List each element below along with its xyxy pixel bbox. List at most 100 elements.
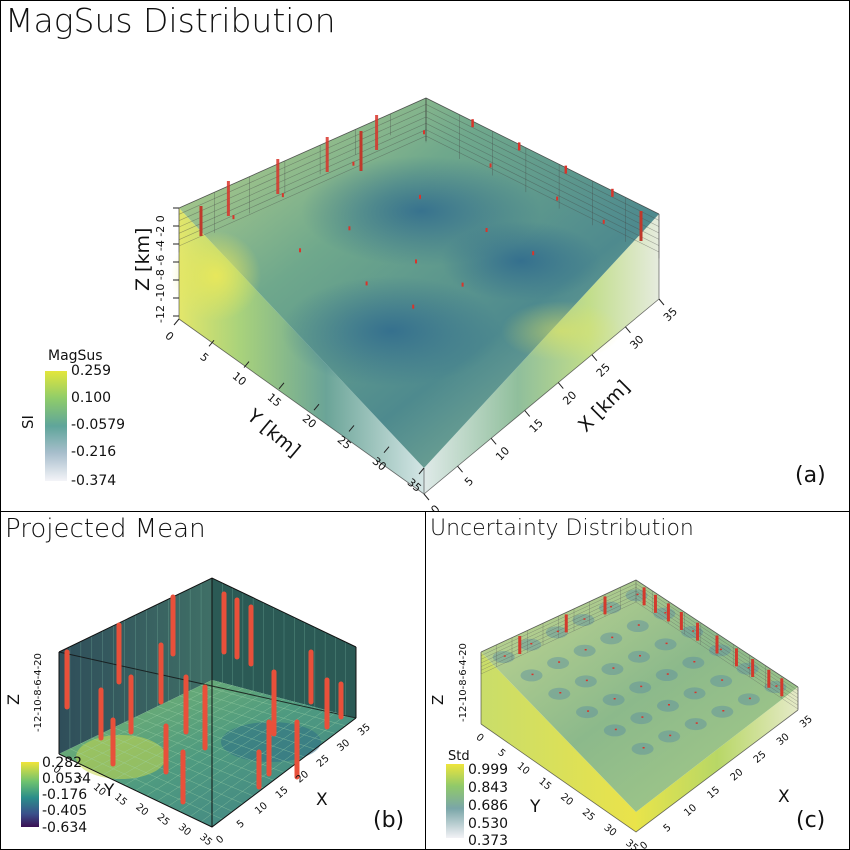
x-tick-label: 15 <box>527 416 546 435</box>
grid-line <box>146 701 295 796</box>
panel-label: (c) <box>796 808 826 833</box>
x-axis-label: X <box>316 790 328 810</box>
y-tick-label: 15 <box>265 391 284 410</box>
y-tick <box>313 403 320 411</box>
grid-line <box>135 698 285 791</box>
floor-projection <box>59 680 356 827</box>
boreholes <box>199 115 643 309</box>
colorbar-tick: 0.843 <box>468 780 508 796</box>
low-std-spot <box>683 687 706 700</box>
boreholes <box>503 587 784 749</box>
low-std-spot <box>601 663 624 676</box>
low-std-spot <box>603 724 626 737</box>
volume-top-face <box>481 580 798 812</box>
colorbar-tick: 0.530 <box>468 816 508 832</box>
low-std-spot <box>600 632 623 645</box>
low-std-spot <box>656 699 679 712</box>
y-tick-label: 25 <box>580 807 597 824</box>
low-std-spot <box>682 656 705 669</box>
grid-line <box>157 706 305 758</box>
low-std-spot <box>684 718 707 731</box>
low-std-spot <box>519 638 542 651</box>
x-tick-label: 15 <box>274 785 291 802</box>
low-std-spot <box>573 644 596 657</box>
x-tick <box>490 437 497 445</box>
x-tick-label: 30 <box>335 737 352 754</box>
grid-line <box>178 104 660 221</box>
x-tick-label: 25 <box>594 361 613 380</box>
high-magsus-blob <box>171 231 261 321</box>
back-wall-grid <box>178 97 660 259</box>
low-std-spot <box>631 742 654 755</box>
low-std-spot <box>630 712 653 725</box>
panel-magsus-distribution: -12 -10 -8 -6 -4 -2 0 0 5 10 15 20 25 30 35 0 5 10 1… <box>0 0 850 512</box>
colorbar-tick: 0.0534 <box>42 771 91 787</box>
x-tick <box>457 465 463 473</box>
x-tick-label: 35 <box>661 305 680 324</box>
y-tick <box>278 382 285 390</box>
low-std-spot <box>547 657 570 670</box>
z-axis-label: Z <box>4 694 23 705</box>
x-axis-label: X <box>778 787 790 807</box>
y-tick-label: 5 <box>72 774 84 787</box>
z-axis-label: Z [km] <box>132 228 154 291</box>
x-axis-label: X [km] <box>574 376 634 436</box>
x-tick-label: 25 <box>752 749 769 766</box>
colorbar-tick: 0.282 <box>42 755 82 771</box>
x-tick-label: 5 <box>235 818 247 831</box>
y-tick-label: 10 <box>230 369 249 388</box>
colorbar-gradient <box>45 371 67 481</box>
low-std-spot <box>655 669 678 682</box>
grid-line <box>178 116 660 234</box>
x-tick-label: 0 <box>428 502 442 512</box>
low-std-spot <box>711 705 734 718</box>
panel-label: (b) <box>373 808 405 833</box>
x-tick-label: 30 <box>775 731 792 748</box>
panel-label: (a) <box>795 463 826 488</box>
colorbar-tick: -0.374 <box>71 473 116 489</box>
x-tick-label: 0 <box>214 834 226 847</box>
grid-line <box>178 97 660 215</box>
y-tick <box>243 361 250 368</box>
colorbar-tick: -0.634 <box>42 820 87 836</box>
y-axis-label: Y <box>103 781 115 801</box>
grid-line <box>178 129 660 246</box>
low-std-spot <box>548 687 571 700</box>
colorbar-unit: SI <box>19 415 37 429</box>
x-tick <box>524 410 531 417</box>
low-std-spot <box>654 638 677 651</box>
low-std-spot <box>710 675 733 688</box>
x-tick <box>658 298 665 306</box>
box-frame <box>58 577 357 828</box>
colorbar-tick: 0.373 <box>468 833 508 849</box>
colorbar-tick: -0.176 <box>42 787 87 803</box>
magsus-3d-plot: -12 -10 -8 -6 -4 -2 0 0 5 10 15 20 25 30 35 0 5 10 1… <box>19 97 680 512</box>
low-magsus-blob-3 <box>441 221 601 301</box>
x-tick-label: 35 <box>356 722 373 739</box>
x-tick-label: 10 <box>682 802 699 819</box>
x-tick <box>557 382 564 389</box>
colorbar-title: Std <box>448 749 470 764</box>
x-tick-label: 0 <box>638 840 650 850</box>
y-tick-label: 0 <box>51 764 63 777</box>
grid-line <box>168 706 315 807</box>
x-tick-label: 20 <box>560 389 579 408</box>
colorbar-title: MagSus <box>48 348 103 364</box>
z-tick-labels: -12 -10 -8 -6 -4 -2 0 <box>154 215 167 323</box>
y-tick-label: 30 <box>601 822 618 839</box>
low-std-spot <box>628 650 650 663</box>
y-tick-label: 30 <box>176 822 193 839</box>
panel-title: Projected Mean <box>5 514 206 544</box>
y-tick <box>383 446 390 454</box>
z-axis-label: Z <box>429 695 447 705</box>
y-tick-label: 5 <box>197 350 211 364</box>
y-tick <box>348 425 355 432</box>
low-std-spot <box>576 706 599 719</box>
z-tick-labels: -12-10-8-6-4-20 <box>33 653 44 732</box>
y-tick-label: 10 <box>515 761 532 778</box>
grid-line <box>189 712 336 817</box>
low-std-spot <box>602 693 625 706</box>
y-tick <box>173 318 180 326</box>
